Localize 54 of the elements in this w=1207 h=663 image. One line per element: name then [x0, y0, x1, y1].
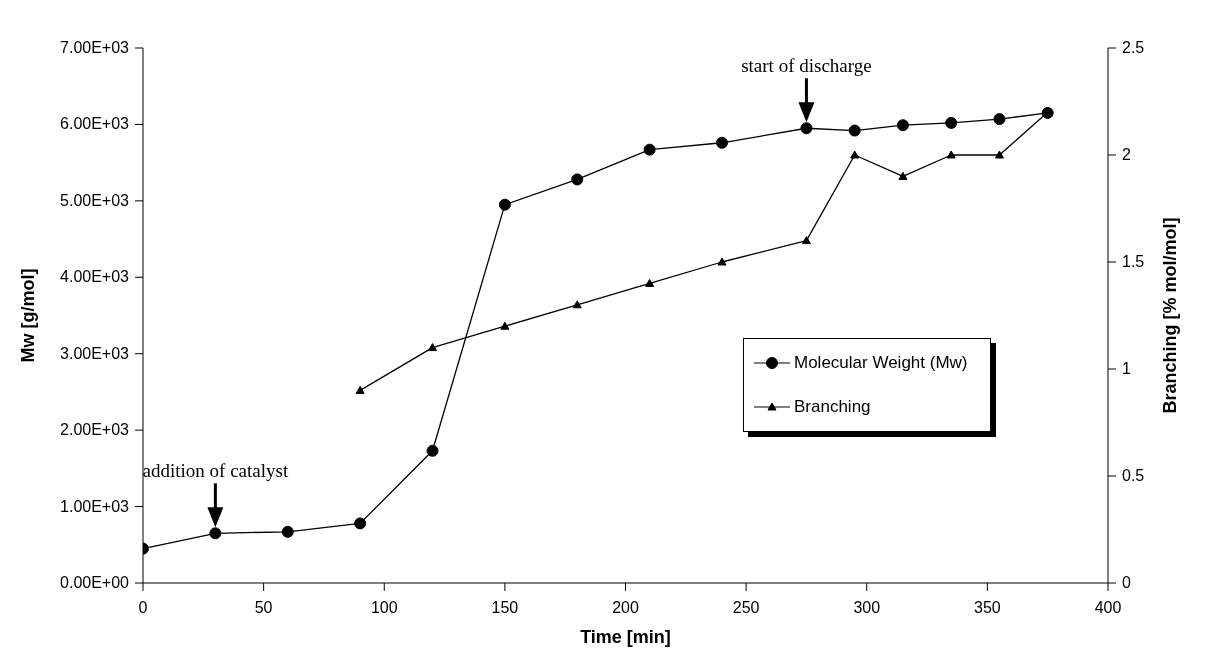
- point: [993, 113, 1006, 126]
- x-tick-label: 0: [138, 599, 148, 616]
- y-tick-label: 6.00E+03: [60, 115, 130, 133]
- point: [716, 136, 728, 149]
- y-tick-label: 2.00E+03: [60, 421, 130, 439]
- y-tick-label: 1.00E+03: [60, 497, 130, 515]
- y-tick-label: 3.00E+03: [60, 344, 130, 362]
- y-tick-label: 7.00E+03: [60, 39, 130, 56]
- y-tick-label: 5.00E+03: [60, 191, 130, 209]
- point: [571, 173, 584, 186]
- point: [354, 517, 367, 530]
- legend-label: Molecular Weight (Mw): [794, 353, 968, 373]
- point: [643, 143, 656, 156]
- point: [800, 122, 813, 135]
- point: [426, 444, 439, 457]
- y-tick-label: 4.00E+03: [60, 268, 130, 286]
- y2-tick-label: 1.5: [1122, 253, 1145, 270]
- legend-label: Branching: [794, 397, 871, 417]
- y2-tick-label: 1: [1122, 360, 1131, 377]
- y2-tick-label: 2: [1122, 146, 1131, 163]
- point: [850, 150, 860, 159]
- y2-tick-label: 0.5: [1122, 467, 1145, 484]
- y2-tick-label: 2.5: [1122, 39, 1145, 56]
- point: [498, 198, 511, 211]
- x-tick-label: 50: [254, 599, 273, 616]
- point: [355, 385, 365, 394]
- x-tick-label: 250: [732, 599, 760, 616]
- x-axis-title: Time [min]: [580, 627, 671, 647]
- point: [209, 527, 222, 540]
- point: [801, 236, 811, 245]
- x-tick-label: 100: [370, 599, 398, 616]
- x-tick-label: 200: [612, 599, 639, 616]
- point: [645, 278, 655, 287]
- x-tick-label: 400: [1094, 599, 1122, 616]
- x-tick-label: 350: [974, 599, 1001, 616]
- x-tick-label: 300: [853, 599, 881, 616]
- point: [896, 119, 909, 132]
- annotation: addition of catalyst: [142, 460, 289, 482]
- point: [572, 300, 582, 309]
- point: [994, 150, 1004, 159]
- y-axis-title: Mw [g/mol]: [18, 268, 39, 363]
- point: [848, 124, 861, 137]
- point: [428, 343, 437, 352]
- point: [717, 257, 727, 266]
- y2-axis-title: Branching [% mol/mol]: [1160, 217, 1181, 414]
- point: [945, 116, 958, 129]
- y-tick-label: 0.00E+00: [60, 574, 130, 591]
- point: [281, 525, 294, 538]
- annotation: start of discharge: [741, 55, 872, 77]
- point: [500, 321, 510, 330]
- x-tick-label: 150: [491, 599, 519, 616]
- y2-tick-label: 0: [1122, 574, 1131, 591]
- point: [946, 150, 956, 159]
- point: [898, 171, 908, 180]
